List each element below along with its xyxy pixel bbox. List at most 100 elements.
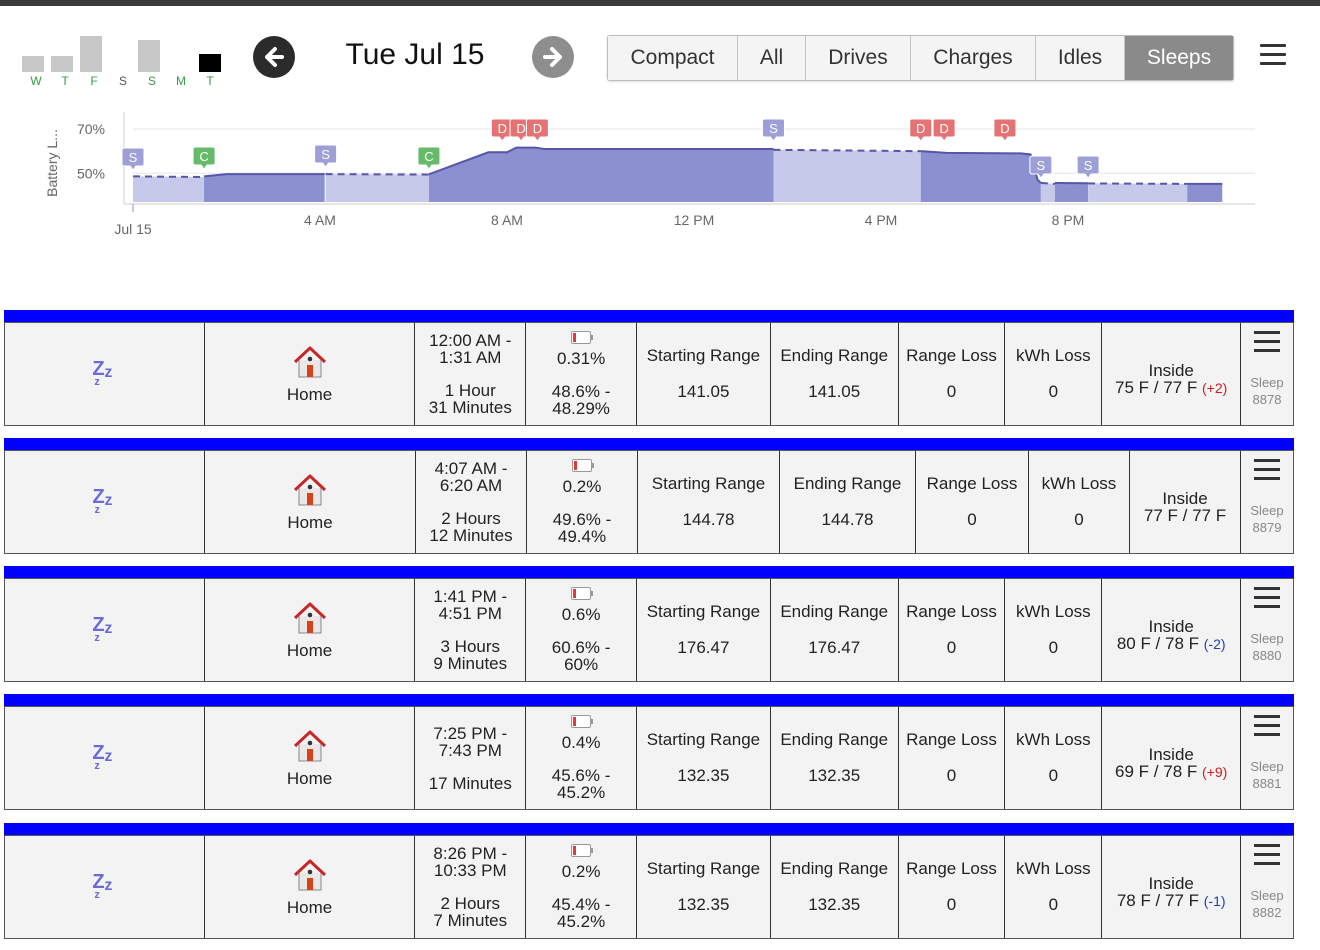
drive-marker[interactable]: D [932, 118, 956, 142]
range-loss-label: Range Loss [926, 474, 1018, 493]
inside-temp-cell: Inside 69 F / 78 F (+9) [1102, 707, 1242, 809]
battery-from: 45.4% - [551, 895, 611, 914]
starting-range-value: 132.35 [677, 895, 730, 914]
charge-marker[interactable]: C [417, 146, 441, 170]
battery-level-chart[interactable]: 70% 50% Battery L... Jul 15 4 AM 8 AM 12 PM 4 P… [0, 108, 1320, 258]
hamburger-icon[interactable] [1254, 587, 1281, 614]
kwh-loss-value: 0 [1048, 638, 1059, 657]
week-bar[interactable] [138, 40, 160, 72]
battery-line-sleep [773, 148, 921, 153]
row-menu-cell[interactable]: Sleep 8882 [1241, 836, 1293, 938]
duration-line2: 7 Minutes [433, 911, 508, 930]
sleep-marker[interactable]: S [314, 144, 338, 168]
drive-marker[interactable]: D [525, 118, 549, 142]
hamburger-icon[interactable] [1254, 459, 1280, 486]
ending-range-cell: Ending Range 141.05 [771, 323, 899, 425]
sleep-row[interactable]: Z z z Home 12:00 AM - 1:3 [4, 310, 1294, 426]
battery-line-other [428, 146, 774, 176]
svg-text:S: S [769, 121, 778, 136]
sleep-marker[interactable]: S [121, 147, 145, 171]
range-loss-value: 0 [946, 766, 957, 785]
duration-line1: 2 Hours [441, 509, 501, 528]
time-cell: 12:00 AM - 1:31 AM 1 Hour 31 Minutes [415, 323, 527, 425]
inside-temps: 69 F / 78 F [1115, 761, 1198, 781]
home-icon [293, 346, 326, 378]
ending-range-label: Ending Range [780, 730, 889, 749]
ending-range-value: 176.47 [808, 638, 861, 657]
row-menu-cell[interactable]: Sleep 8879 [1241, 451, 1293, 553]
sleep-zz-icon: Z z z [92, 614, 113, 644]
starting-range-label: Starting Range [646, 730, 761, 749]
main-menu-button[interactable] [1260, 44, 1286, 71]
hamburger-icon[interactable] [1254, 715, 1281, 742]
hamburger-icon[interactable] [1254, 331, 1281, 358]
event-id: 8878 [1252, 392, 1282, 407]
week-bar[interactable] [51, 56, 73, 72]
next-day-button[interactable] [532, 36, 574, 78]
filter-compact-button[interactable]: Compact [608, 36, 738, 80]
row-menu-cell[interactable]: Sleep 8878 [1241, 323, 1293, 425]
sleep-row[interactable]: Z z z Home 8:26 PM - 10:3 [4, 823, 1294, 939]
row-menu-cell[interactable]: Sleep 8880 [1241, 579, 1293, 681]
filter-all-button[interactable]: All [738, 36, 806, 80]
sleep-marker[interactable]: S [1029, 155, 1053, 179]
filter-drives-button[interactable]: Drives [806, 36, 911, 80]
time-cell: 7:25 PM - 7:43 PM 17 Minutes [415, 707, 527, 809]
sleep-row[interactable]: Z z z Home 4:07 AM - 6:20 [4, 438, 1294, 554]
drive-marker[interactable]: D [993, 118, 1017, 142]
ending-range-label: Ending Range [780, 602, 889, 621]
time-cell: 1:41 PM - 4:51 PM 3 Hours 9 Minutes [415, 579, 527, 681]
inside-temps: 75 F / 77 F [1115, 377, 1198, 397]
sleep-row[interactable]: Z z z Home 1:41 PM - 4:51 [4, 566, 1294, 682]
inside-temp-cell: Inside 75 F / 77 F (+2) [1102, 323, 1242, 425]
location-cell[interactable]: Home [205, 707, 416, 809]
ending-range-label: Ending Range [780, 346, 889, 365]
drive-marker[interactable]: D [909, 118, 933, 142]
location-cell[interactable]: Home [205, 579, 416, 681]
week-bar-today[interactable] [199, 54, 221, 72]
sleep-row[interactable]: Z z z Home 7:25 PM - 7:43 [4, 694, 1294, 810]
hamburger-icon[interactable] [1254, 844, 1281, 871]
battery-to: 49.4% [557, 527, 607, 546]
filter-charges-button[interactable]: Charges [911, 36, 1036, 80]
row-menu-cell[interactable]: Sleep 8881 [1241, 707, 1293, 809]
kwh-loss-label: kWh Loss [1016, 730, 1091, 749]
prev-day-button[interactable] [253, 36, 295, 78]
week-bar[interactable] [80, 36, 102, 72]
end-time: 1:31 AM [439, 348, 502, 367]
location-name: Home [286, 769, 333, 788]
svg-text:S: S [1037, 158, 1046, 173]
kwh-loss-value: 0 [1074, 510, 1084, 529]
top-border [0, 0, 1320, 6]
ending-range-cell: Ending Range 144.78 [780, 451, 916, 553]
kwh-loss-value: 0 [1048, 895, 1059, 914]
event-id: 8882 [1252, 905, 1282, 920]
range-loss-cell: Range Loss 0 [899, 707, 1006, 809]
location-cell[interactable]: Home [205, 836, 416, 938]
sleep-type-cell: Z z z [5, 707, 205, 809]
svg-text:D: D [1000, 121, 1009, 136]
charge-marker[interactable]: C [192, 146, 216, 170]
starting-range-value: 132.35 [677, 766, 730, 785]
filter-idles-button[interactable]: Idles [1036, 36, 1125, 80]
location-cell[interactable]: Home [205, 323, 416, 425]
sleep-marker[interactable]: S [761, 118, 785, 142]
kwh-loss-cell: kWh Loss 0 [1005, 836, 1103, 938]
kwh-loss-cell: kWh Loss 0 [1005, 579, 1103, 681]
x-tick-label: Jul 15 [114, 221, 152, 237]
filter-sleeps-button[interactable]: Sleeps [1125, 36, 1233, 80]
range-loss-value: 0 [946, 382, 957, 401]
sleep-type-cell: Z z z [5, 579, 205, 681]
y-tick-label: 50% [77, 165, 105, 181]
ending-range-label: Ending Range [780, 859, 889, 878]
battery-from: 49.6% - [552, 510, 612, 529]
x-tick-label: 8 AM [491, 212, 523, 228]
location-cell[interactable]: Home [205, 451, 416, 553]
battery-area-sleep [133, 176, 205, 202]
arrow-left-icon [265, 47, 284, 67]
sleep-marker[interactable]: S [1076, 155, 1100, 179]
battery-from: 48.6% - [551, 382, 611, 401]
week-bar[interactable] [22, 56, 44, 72]
battery-area-other [920, 151, 1041, 202]
